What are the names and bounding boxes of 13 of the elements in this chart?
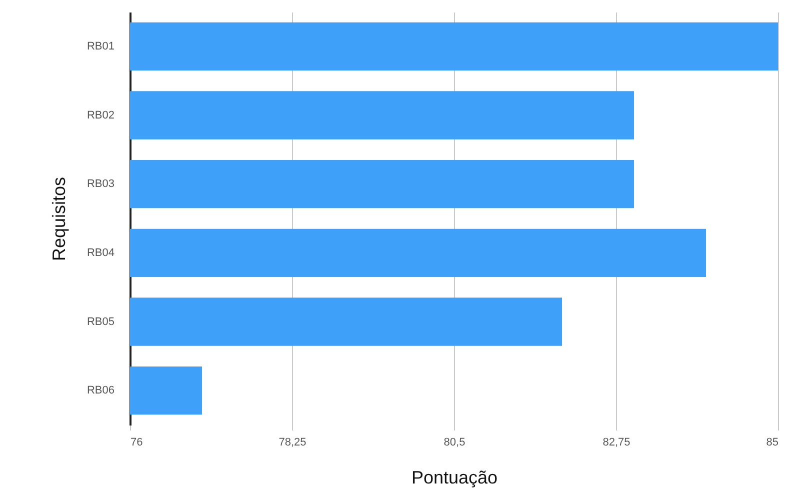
y-tick-label: RB05 (86, 316, 114, 328)
x-tick-label: 76 (130, 436, 143, 448)
x-axis-title: Pontuação (411, 468, 498, 488)
x-tick-label: 82,75 (602, 436, 630, 448)
y-axis-title: Requisitos (48, 176, 69, 262)
y-tick-label: RB02 (86, 109, 114, 122)
x-tick-label: 80,5 (444, 436, 466, 448)
x-tick-label: 85 (766, 436, 778, 448)
x-tick-label: 78,25 (278, 436, 306, 448)
y-tick-label: RB01 (86, 40, 114, 52)
y-tick-label: RB03 (86, 178, 114, 190)
y-tick-label: RB04 (86, 246, 114, 259)
y-tick-label: RB06 (86, 384, 114, 397)
